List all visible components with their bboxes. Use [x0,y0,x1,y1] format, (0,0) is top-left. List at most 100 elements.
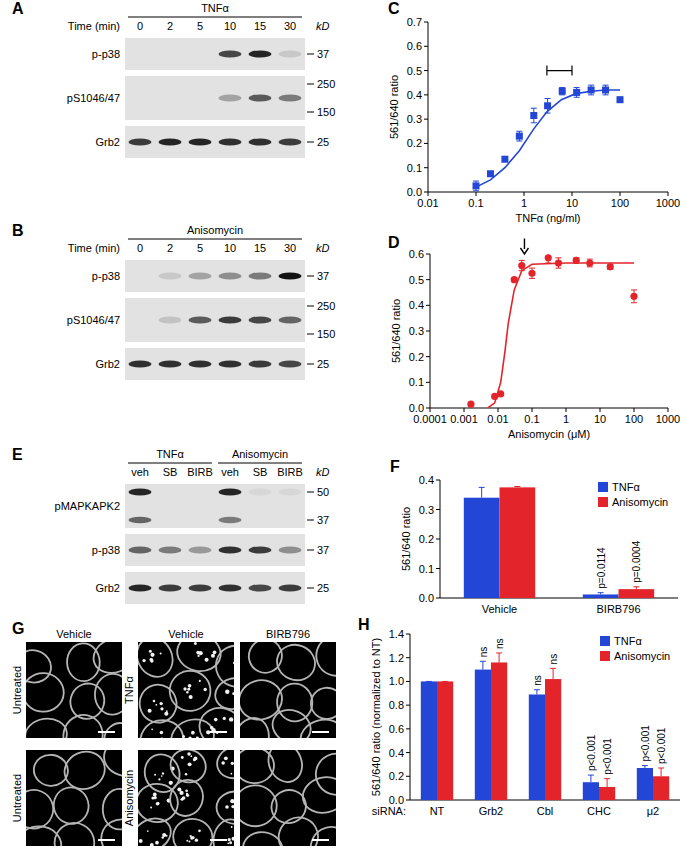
punctum [154,774,156,776]
x-tick-label: 0.1 [468,197,483,209]
punctum [203,688,206,691]
y-tick-label: 0.4 [389,747,404,759]
y-axis-title: 561/640 ratio (normalized to NT) [370,638,382,796]
bar [583,594,619,598]
band [249,94,272,101]
band [279,316,302,323]
punctum [188,736,191,738]
punctum [198,829,201,832]
y-axis-title: 561/640 ratio [388,75,400,139]
marker-tick [307,364,314,365]
group-bracket [128,17,302,18]
group-label: TNFα [201,2,229,14]
punctum [160,653,162,655]
error-bar [588,775,594,782]
error-bar [516,131,522,141]
y-tick [426,331,430,332]
x-tick-label: 100 [625,413,643,425]
cell-outline [138,716,187,738]
x-tick-label: 10 [566,197,578,209]
band [279,546,302,553]
band [159,584,182,591]
error-bar [545,254,551,263]
lane-label: 30 [284,242,296,254]
marker-label: 37 [317,514,329,526]
punctum [169,781,173,785]
marker-tick [307,306,314,307]
x-tick [566,408,567,412]
x-tick-label: 0.001 [450,413,478,425]
y-tick [406,657,410,658]
significance-label: p=0.0004 [631,540,642,582]
punctum [185,790,188,793]
group-label: Anisomycin [232,448,288,460]
cell-outline [26,647,54,687]
lane-label: SB [163,466,178,478]
cell-outline [88,642,122,679]
band [159,272,182,279]
punctum [151,729,153,731]
marker-label: 150 [317,106,335,118]
marker-label: 37 [317,270,329,282]
band [279,360,302,367]
blot-membrane [125,260,305,292]
x-tick [668,192,669,196]
y-tick-label: 1.2 [389,652,404,664]
group-bracket [218,463,302,464]
category-label: Vehicle [482,603,517,615]
data-point [516,133,523,140]
punctum [159,702,162,705]
punctum [150,843,154,846]
y-tick [436,539,440,540]
data-point [501,156,508,163]
band [219,488,242,495]
panel-label: D [388,234,400,251]
blot-membrane [125,76,305,120]
punctum [155,704,157,706]
row-label: Untreated [11,666,23,714]
y-tick-label: 0.4 [419,474,434,486]
error-bar [426,681,432,682]
band [159,360,182,367]
x-axis-title: siRNA: [372,805,406,817]
y-tick [436,509,440,510]
y-tick-label: 0.3 [407,113,422,125]
punctum [206,730,210,734]
punctum [186,794,189,797]
y-tick [406,681,410,682]
lane-label: 2 [167,242,173,254]
cell-outline [309,686,336,720]
band [279,94,302,101]
punctum [165,835,167,837]
legend: TNFαAnisomycin [598,481,668,508]
punctum [149,658,152,661]
cell-outline [26,825,63,846]
band [219,546,242,553]
blot-membrane [125,484,305,528]
band [279,50,302,57]
band [159,138,182,145]
x-axis [428,192,668,193]
band [279,488,302,495]
punctum [187,752,191,756]
band [219,360,242,367]
x-axis [430,408,668,409]
band [189,272,212,279]
y-tick-label: 0.2 [419,533,434,545]
error-bar [514,486,520,488]
bar [599,787,615,800]
cell-outline [240,675,287,726]
significance-label: p<0.001 [656,727,667,764]
cell-outline [166,714,218,738]
blot-a: ATNFαTime (min)025101530kDp-p3837pS1046/… [12,0,335,158]
cell-outline [276,682,314,722]
bar [491,662,507,800]
punctum [161,775,163,777]
x-tick [572,192,573,196]
category-label: Cbl [537,805,554,817]
blot-membrane [125,348,305,380]
category-label: μ2 [647,805,659,817]
panel-label: C [388,0,400,17]
legend: TNFαAnisomycin [600,635,670,662]
bar [421,681,437,800]
